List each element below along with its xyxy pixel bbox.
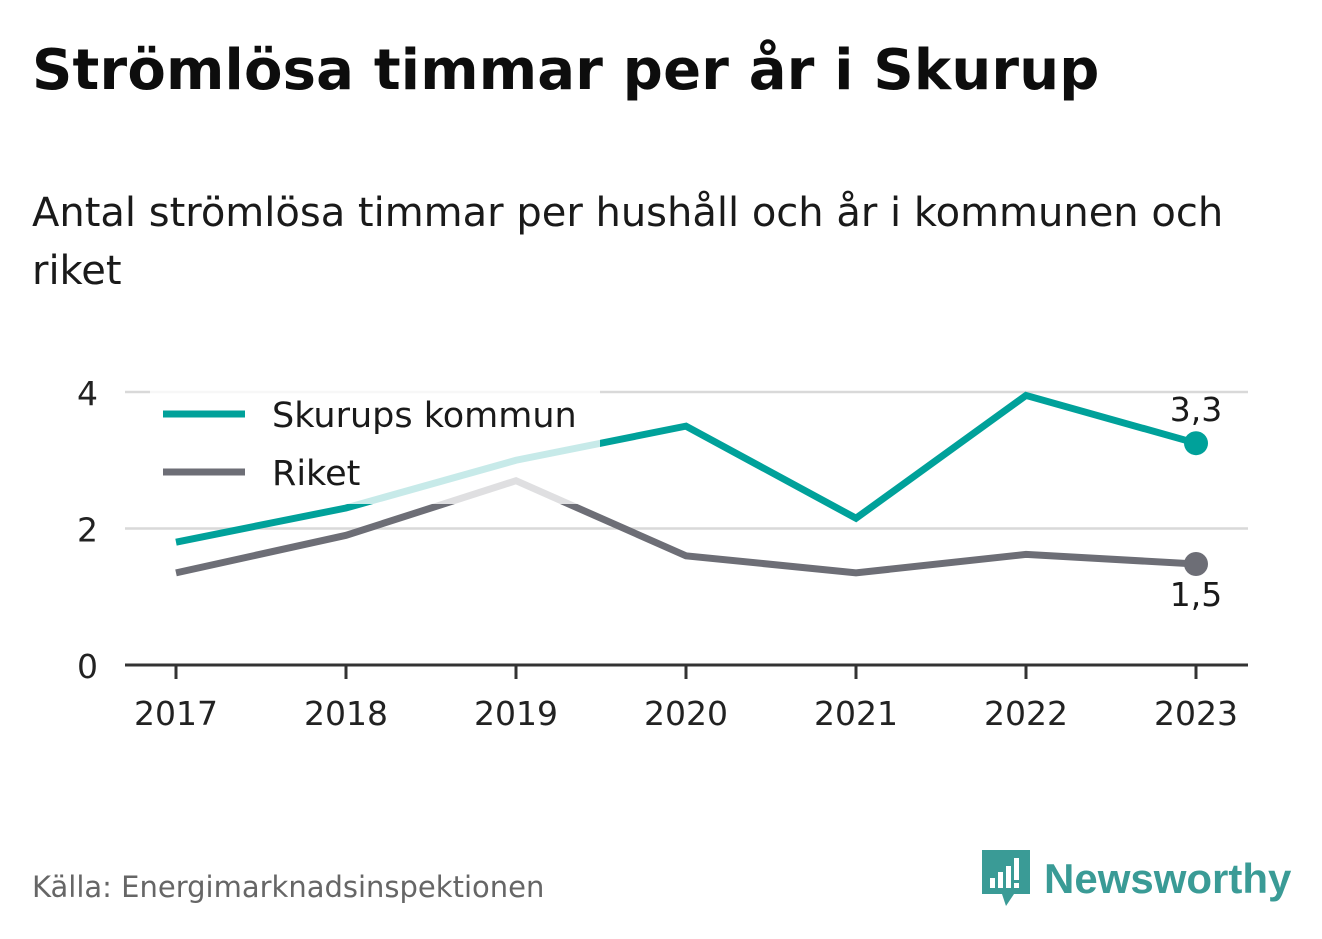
brand-name: Newsworthy xyxy=(1044,855,1292,902)
data-label: 1,5 xyxy=(1170,575,1222,614)
y-axis-ticks: 0 2 4 xyxy=(77,374,98,686)
chart-title: Strömlösa timmar per år i Skurup xyxy=(32,38,1100,103)
x-tick-label: 2019 xyxy=(474,694,558,733)
legend-label: Riket xyxy=(272,454,360,494)
series-lines xyxy=(175,391,1208,577)
x-tick-label: 2021 xyxy=(814,694,898,733)
legend: Skurups kommun Riket xyxy=(150,386,600,504)
x-tick-label: 2018 xyxy=(304,694,388,733)
x-tick-label: 2022 xyxy=(984,694,1068,733)
y-tick-label: 0 xyxy=(77,647,98,686)
y-tick-label: 2 xyxy=(77,511,98,550)
series-end-point xyxy=(1184,551,1208,576)
series-end-point xyxy=(1184,431,1208,456)
x-tick-label: 2020 xyxy=(644,694,728,733)
legend-background xyxy=(150,386,600,504)
brand-logo: Newsworthy xyxy=(980,848,1291,910)
y-tick-label: 4 xyxy=(77,374,98,413)
bar-chart-speech-bubble-icon xyxy=(982,850,1030,906)
legend-label: Skurups kommun xyxy=(272,396,577,436)
end-labels: 3,3 1,5 xyxy=(1170,390,1222,614)
series-line xyxy=(175,391,1197,546)
series-line xyxy=(175,476,1197,577)
chart-subtitle: Antal strömlösa timmar per hushåll och å… xyxy=(32,190,1224,294)
x-tick-label: 2017 xyxy=(134,694,218,733)
source-note: Källa: Energimarknadsinspektionen xyxy=(32,870,545,904)
data-label: 3,3 xyxy=(1170,390,1222,429)
x-axis: 2017 2018 2019 2020 2021 2022 2023 xyxy=(125,663,1248,733)
x-tick-label: 2023 xyxy=(1154,694,1238,733)
